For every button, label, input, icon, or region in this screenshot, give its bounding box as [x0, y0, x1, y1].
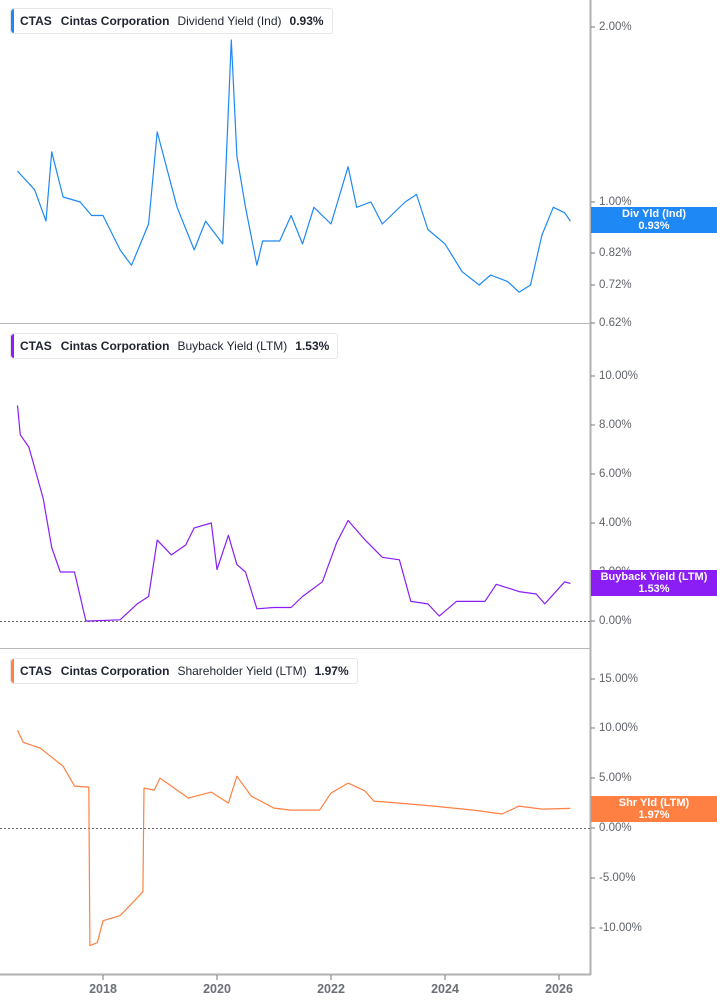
y-tick-label: 10.00% [599, 370, 639, 382]
legend-company: Cintas Corporation [60, 14, 170, 28]
legend-ticker: CTAS [20, 14, 52, 28]
shareholder-yield-line [16, 730, 571, 947]
legend-metric: Shareholder Yield (LTM) [177, 664, 307, 678]
y-tick-label: 6.00% [599, 468, 632, 480]
legend-company: Cintas Corporation [60, 339, 170, 353]
x-tick-label: 2026 [545, 982, 573, 996]
x-tick-label: 2022 [317, 982, 345, 996]
x-tick-label: 2024 [431, 982, 459, 996]
legend-value: 1.53% [295, 339, 330, 353]
x-tick-label: 2020 [203, 982, 231, 996]
tag-value: 1.53% [638, 583, 670, 595]
legend-ticker: CTAS [20, 339, 52, 353]
y-tick-label: 8.00% [599, 419, 632, 431]
legend-shareholder-yield[interactable]: CTAS Cintas Corporation Shareholder Yiel… [10, 658, 358, 684]
y-tick-label: -10.00% [599, 922, 642, 934]
buyback-yield-line [16, 405, 571, 622]
y-tick-label: 0.72% [599, 279, 632, 291]
y-tick-label: 0.00% [599, 615, 632, 627]
legend-value: 0.93% [289, 14, 324, 28]
y-tick-label: 4.00% [599, 517, 632, 529]
series-color-swatch [11, 9, 14, 33]
y-tick-label: 0.82% [599, 247, 632, 259]
legend-buyback-yield[interactable]: CTAS Cintas Corporation Buyback Yield (L… [10, 333, 339, 359]
y-tick-marks [591, 26, 595, 929]
y-tick-label: 2.00% [599, 21, 632, 33]
tag-label: Shr Yld (LTM) [618, 797, 690, 809]
x-tick-label: 2018 [89, 982, 117, 996]
tag-label: Div Yld (Ind) [622, 208, 686, 220]
legend-metric: Dividend Yield (Ind) [177, 14, 282, 28]
legend-dividend-yield[interactable]: CTAS Cintas Corporation Dividend Yield (… [10, 8, 333, 34]
current-value-tag-dividend: Div Yld (Ind) 0.93% [591, 207, 717, 233]
y-tick-label: 0.62% [599, 317, 632, 329]
tag-label: Buyback Yield (LTM) [600, 571, 708, 583]
y-tick-label: 15.00% [599, 673, 639, 685]
y-tick-label: 10.00% [599, 722, 639, 734]
legend-ticker: CTAS [20, 664, 52, 678]
series-color-swatch [11, 334, 14, 358]
series-color-swatch [11, 659, 14, 683]
current-value-tag-buyback: Buyback Yield (LTM) 1.53% [591, 570, 717, 596]
legend-value: 1.97% [314, 664, 349, 678]
legend-metric: Buyback Yield (LTM) [177, 339, 288, 353]
current-value-tag-shareholder: Shr Yld (LTM) 1.97% [591, 796, 717, 822]
x-tick-marks [102, 975, 560, 980]
y-tick-label: -5.00% [599, 872, 636, 884]
legend-company: Cintas Corporation [60, 664, 170, 678]
y-tick-label: 1.00% [599, 196, 632, 208]
y-tick-label: 5.00% [599, 772, 632, 784]
y-tick-label: 0.00% [599, 822, 632, 834]
tag-value: 1.97% [638, 809, 670, 821]
tag-value: 0.93% [638, 220, 670, 232]
dividend-yield-line [17, 39, 571, 293]
